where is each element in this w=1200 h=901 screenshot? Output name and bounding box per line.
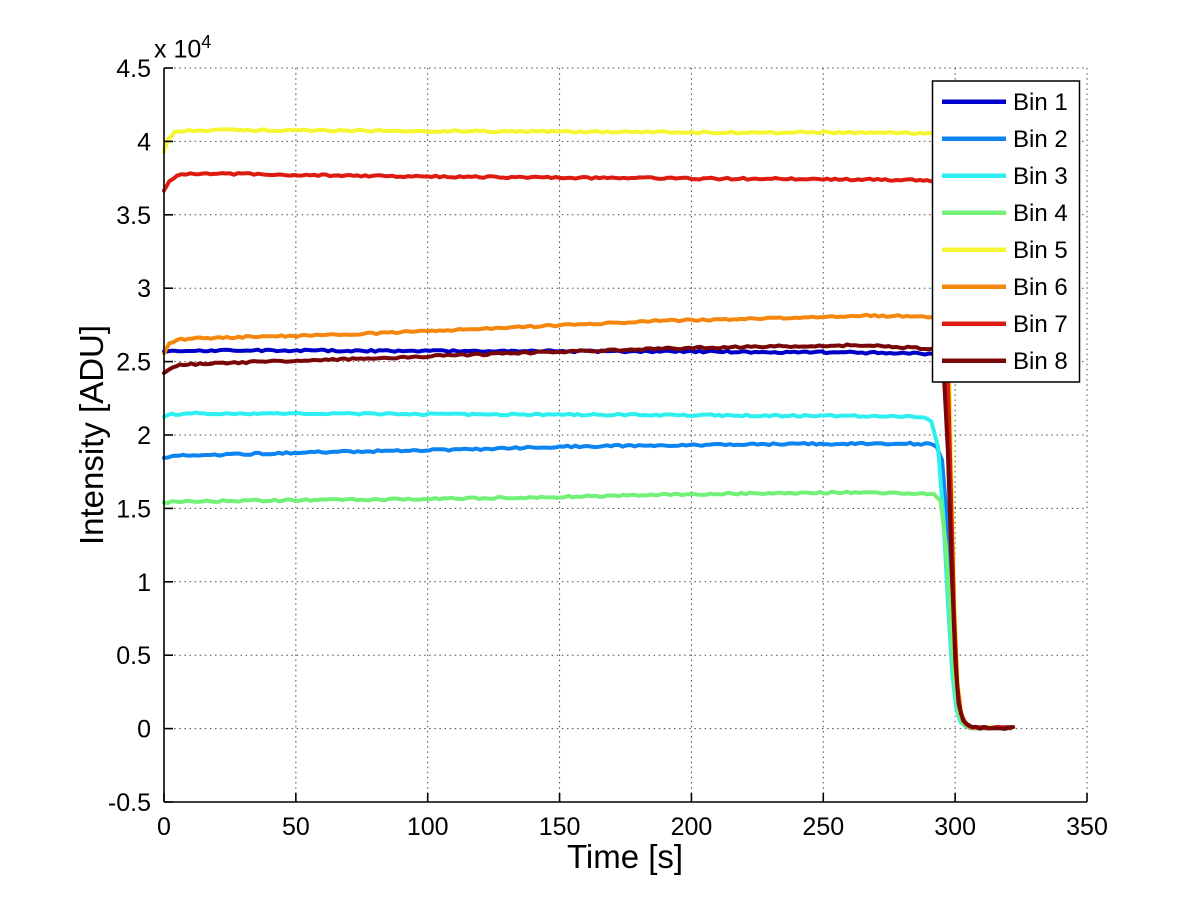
series-line-bin-1 [162,347,1013,731]
y-tick-label: 0.5 [116,642,151,670]
legend-label: Bin 5 [1013,237,1068,264]
axes [163,67,1088,803]
legend-label: Bin 2 [1013,126,1068,153]
legend-item-bin-2: Bin 2 [942,126,1068,153]
legend-label: Bin 6 [1013,274,1068,301]
legend-box [931,80,1081,383]
legend-item-bin-8: Bin 8 [942,348,1068,375]
legend-item-bin-6: Bin 6 [942,274,1068,301]
legend-item-bin-4: Bin 4 [942,200,1068,227]
y-tick-label: -0.5 [108,789,151,817]
y-tick-label: 1.5 [116,495,151,523]
series-line-bin-4 [162,489,1013,731]
y-axis-label: Intensity [ADU] [73,324,110,546]
series-line-bin-8 [162,342,1016,731]
legend-label: Bin 8 [1013,348,1068,375]
series-line-bin-3 [162,410,1013,731]
legend: Bin 1 Bin 2 Bin 3 Bin 4 Bin 5 Bin 6 Bin 7 Bin 8 [931,80,1081,383]
y-tick-label: 4.5 [116,55,151,83]
series-line-bin-2 [162,440,1013,731]
y-tick-label: 2.5 [116,349,151,377]
legend-label: Bin 1 [1013,89,1068,116]
x-tick-label: 0 [157,813,171,841]
x-tick-label: 250 [802,813,844,841]
series-line-bin-5 [162,127,1010,731]
tick-labels: 0 50 100 150 200 250 300 350-0.500.511.522.533.… [108,55,1108,841]
y-tick-label: 3.5 [116,202,151,230]
y-axis-multiplier: x 104 [154,32,211,64]
y-tick-label: 4 [137,128,151,156]
multiplier-exponent: 4 [201,32,212,52]
x-tick-label: 200 [671,813,713,841]
legend-item-bin-7: Bin 7 [942,311,1068,338]
y-tick-label: 2 [137,422,151,450]
legend-item-bin-1: Bin 1 [942,89,1068,116]
x-tick-label: 50 [282,813,310,841]
x-tick-label: 300 [934,813,976,841]
x-axis-label: Time [s] [566,838,684,875]
y-tick-label: 1 [137,569,151,597]
x-tick-label: 150 [539,813,581,841]
legend-label: Bin 4 [1013,200,1068,227]
x-tick-label: 100 [407,813,449,841]
legend-label: Bin 7 [1013,311,1068,338]
multiplier-prefix: x 10 [154,35,202,64]
y-tick-label: 3 [137,275,151,303]
legend-item-bin-5: Bin 5 [942,237,1068,264]
data-series [162,127,1016,731]
series-line-bin-7 [162,171,1013,731]
legend-label: Bin 3 [1013,163,1068,190]
x-tick-label: 350 [1066,813,1108,841]
legend-item-bin-3: Bin 3 [942,163,1068,190]
y-tick-label: 0 [137,716,151,744]
series-line-bin-6 [162,312,1013,731]
